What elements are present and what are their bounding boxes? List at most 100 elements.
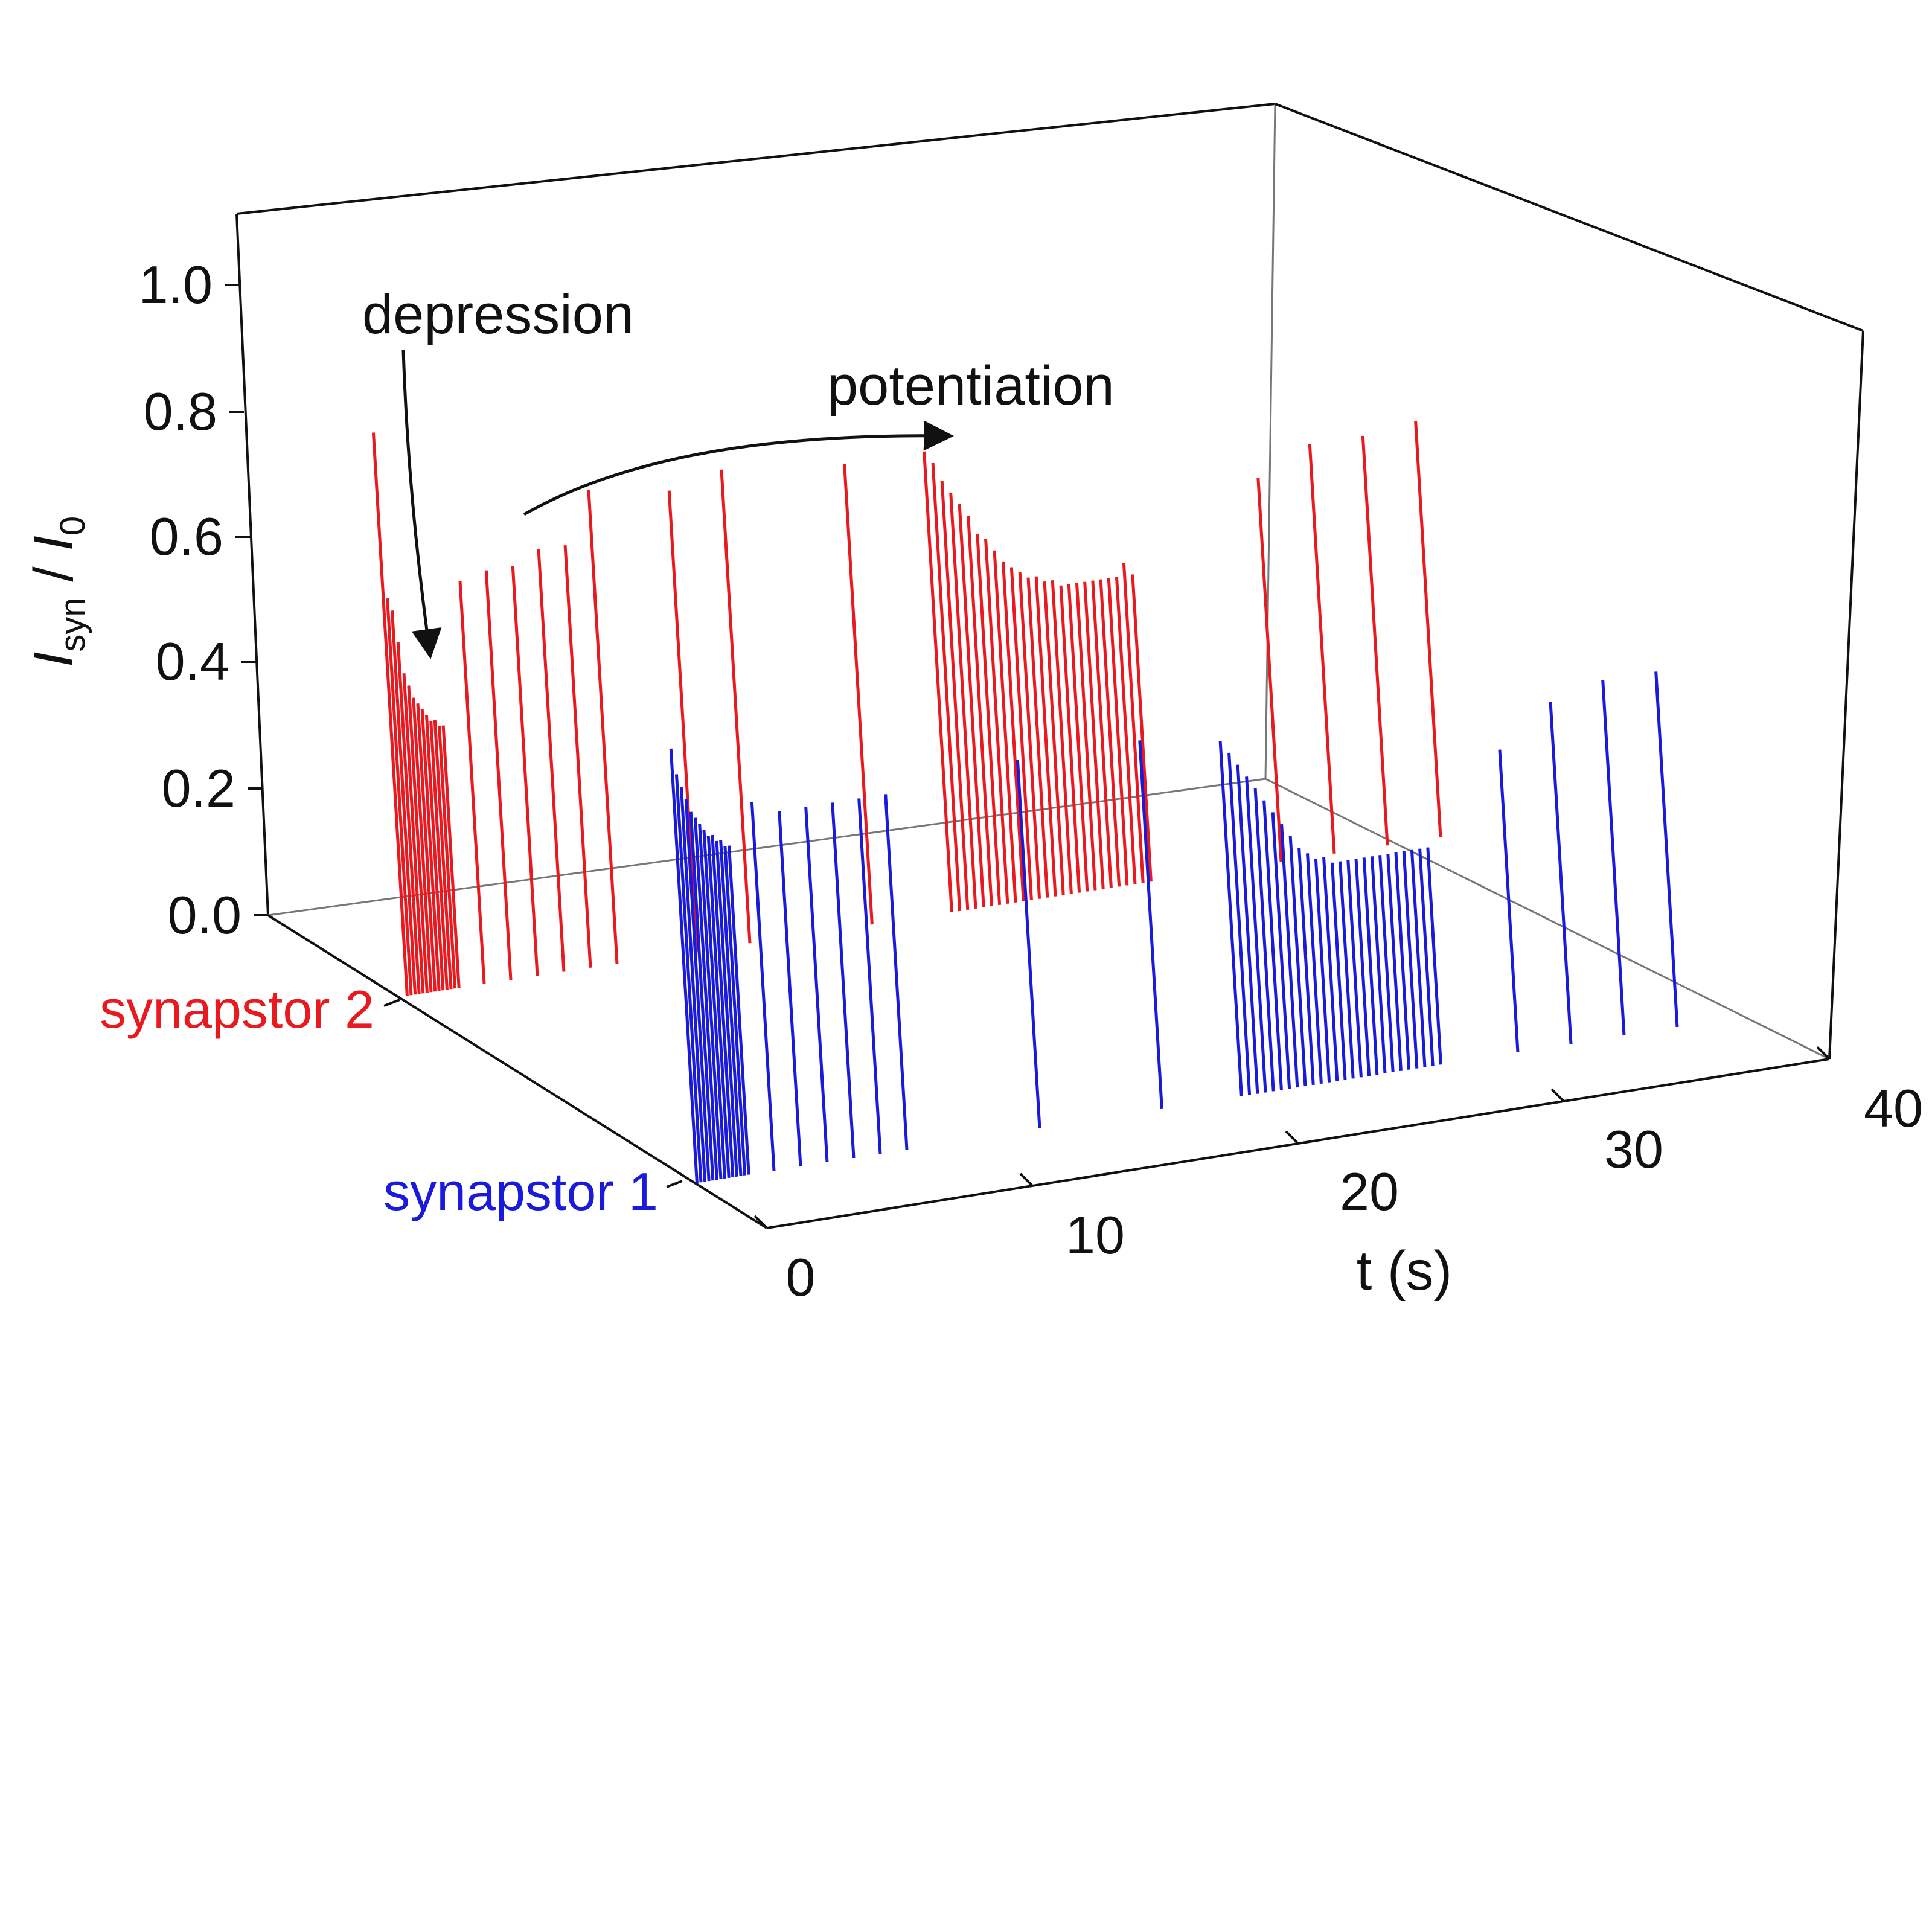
- spike-synapstor-2-31: [993, 550, 1017, 903]
- spike-synapstor-1-37: [1346, 860, 1363, 1078]
- spike-synapstor-2-3: [396, 642, 421, 994]
- x-tick-label: 40: [1864, 1078, 1923, 1138]
- spike-synapstor-2-30: [984, 539, 1009, 904]
- spike-synapstor-2-36: [1034, 576, 1057, 897]
- spike-synapstor-1-51: [1654, 671, 1679, 1028]
- spike-synapstor-1-19: [884, 794, 909, 1150]
- back-left-vertical: [235, 213, 269, 916]
- spike-synapstor-1-23: [1227, 752, 1252, 1095]
- spike-synapstor-1-28: [1271, 812, 1291, 1089]
- y-label-denom-sub: 0: [53, 516, 92, 536]
- spike-synapstor-2-43: [1091, 580, 1113, 888]
- spike-synapstor-2-37: [1043, 581, 1065, 895]
- spike-synapstor-1-16: [804, 807, 829, 1163]
- series-label-synapstor-1: synapstor 1: [383, 1162, 658, 1221]
- spike-synapstor-1-33: [1314, 858, 1331, 1083]
- spike-synapstor-1-3: [684, 799, 711, 1182]
- y-tick-label: 0.6: [150, 507, 223, 566]
- spike-synapstor-2-44: [1099, 579, 1121, 887]
- series-tick-mark: [666, 1180, 683, 1188]
- spike-synapstor-1-13: [728, 845, 750, 1175]
- floor-left-edge: [267, 914, 768, 1229]
- x-tick-label: 10: [1066, 1205, 1125, 1265]
- spike-synapstor-1-0: [669, 748, 699, 1183]
- spike-synapstor-1-49: [1549, 702, 1573, 1044]
- spike-synapstor-1-43: [1394, 852, 1411, 1070]
- spike-synapstor-1-22: [1218, 741, 1243, 1096]
- spike-synapstor-2-9: [424, 715, 445, 991]
- series-synapstor-2-bars: [371, 421, 1442, 996]
- spike-synapstor-1-45: [1410, 849, 1427, 1067]
- spike-synapstor-1-5: [693, 817, 718, 1180]
- spike-synapstor-2-1: [386, 598, 413, 996]
- spike-synapstor-1-47: [1426, 847, 1442, 1065]
- spike-synapstor-2-40: [1067, 584, 1089, 892]
- spike-synapstor-2-32: [1001, 561, 1025, 901]
- y-axis-ticks: 0.0 0.2 0.4 0.6 0.8 1.0: [139, 255, 268, 945]
- spike-synapstor-1-30: [1288, 836, 1307, 1087]
- spike-synapstor-2-29: [976, 533, 1002, 905]
- spike-synapstor-2-4: [402, 673, 425, 994]
- spike-synapstor-2-52: [1414, 421, 1442, 837]
- spike-synapstor-2-22: [843, 463, 874, 925]
- spike-synapstor-2-34: [1018, 572, 1041, 899]
- spike-synapstor-2-21: [720, 469, 752, 944]
- y-tick-label: 0.2: [162, 758, 235, 818]
- spike-synapstor-2-11: [433, 720, 453, 990]
- series-synapstor-1-bars: [669, 671, 1679, 1183]
- annotation-potentiation: potentiation: [523, 355, 1115, 516]
- depression-arrow: [401, 350, 442, 659]
- spike-synapstor-2-25: [940, 481, 970, 910]
- annotation-depression-text: depression: [362, 284, 634, 345]
- spike-synapstor-1-32: [1306, 853, 1323, 1084]
- spike-synapstor-1-41: [1378, 855, 1395, 1073]
- y-tick-label: 1.0: [139, 255, 213, 315]
- spike-synapstor-1-40: [1370, 856, 1387, 1074]
- y-label-main-sub: syn: [53, 597, 92, 651]
- spike-synapstor-2-0: [371, 432, 409, 996]
- annotation-potentiation-text: potentiation: [827, 355, 1115, 417]
- spike-synapstor-1-9: [711, 834, 735, 1177]
- y-tick-label: 0.8: [144, 382, 217, 441]
- spike-synapstor-1-12: [723, 846, 747, 1176]
- spike-synapstor-2-45: [1107, 578, 1129, 886]
- spike-synapstor-2-38: [1051, 580, 1073, 894]
- y-label-denom: I: [23, 536, 85, 551]
- spike-synapstor-2-47: [1122, 563, 1145, 883]
- spike-synapstor-1-14: [750, 802, 776, 1171]
- spike-synapstor-2-24: [931, 462, 962, 912]
- potentiation-arrow: [523, 420, 954, 516]
- annotation-depression: depression: [362, 284, 634, 659]
- x-tick-label: 20: [1340, 1162, 1399, 1221]
- spike-synapstor-2-13: [441, 725, 461, 988]
- spike-synapstor-2-2: [390, 610, 417, 995]
- x-tick-mark: [1285, 1130, 1299, 1145]
- spike-synapstor-1-21: [1138, 740, 1163, 1109]
- svg-text:Isyn / I0: Isyn / I0: [23, 516, 92, 667]
- spike-synapstor-1-48: [1498, 749, 1520, 1053]
- series-axis: synapstor 2 synapstor 1: [100, 979, 683, 1221]
- floor-right-back-edge: [1265, 778, 1830, 1060]
- y-label-main: I: [23, 652, 85, 668]
- spike-synapstor-1-15: [778, 811, 802, 1167]
- spike-synapstor-2-17: [537, 549, 566, 972]
- spike-synapstor-2-27: [958, 504, 985, 907]
- spike-synapstor-2-8: [420, 709, 441, 991]
- spike-synapstor-1-1: [674, 774, 703, 1183]
- spike-synapstor-1-24: [1236, 764, 1259, 1094]
- spike-synapstor-2-39: [1059, 585, 1081, 893]
- spike-synapstor-2-41: [1075, 583, 1097, 891]
- spike-synapstor-2-18: [563, 545, 592, 968]
- spike-synapstor-1-36: [1339, 861, 1355, 1079]
- spike-synapstor-1-2: [679, 787, 707, 1182]
- spike-synapstor-1-44: [1402, 851, 1419, 1069]
- spike-synapstor-1-10: [715, 840, 738, 1177]
- y-tick-label: 0.0: [168, 885, 242, 945]
- spike-synapstor-1-38: [1354, 859, 1371, 1076]
- spike-synapstor-2-19: [587, 490, 619, 964]
- spike-synapstor-1-27: [1262, 800, 1283, 1090]
- spike-synapstor-1-26: [1253, 788, 1275, 1092]
- spike-synapstor-2-26: [949, 492, 977, 909]
